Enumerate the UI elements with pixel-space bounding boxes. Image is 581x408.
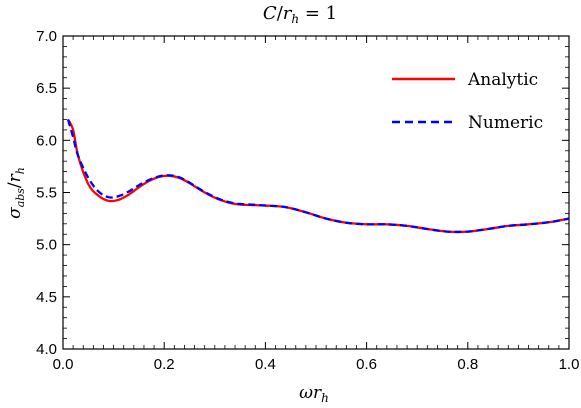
x-tick-label: 0.8 [457, 356, 478, 373]
ylabel-abs: abs [14, 188, 27, 208]
x-tick-label: 0.0 [53, 356, 74, 373]
y-tick-labels: 4.0 4.5 5.0 5.5 6.0 6.5 7.0 [36, 28, 57, 358]
x-tick-labels: 0.0 0.2 0.4 0.6 0.8 1.0 [53, 356, 580, 373]
title-slash: / [277, 3, 284, 24]
chart-title: C/rh = 1 [263, 3, 337, 26]
legend-label-analytic: Analytic [467, 70, 538, 90]
title-c: C [263, 3, 277, 24]
legend: Analytic Numeric [392, 70, 543, 133]
x-tick-label: 1.0 [559, 356, 580, 373]
y-tick-label: 5.5 [36, 185, 57, 202]
ylabel-h: h [14, 167, 27, 174]
title-eq: = 1 [299, 3, 337, 24]
xlabel-omega: ωr [299, 383, 322, 403]
ylabel-r: r [5, 173, 25, 182]
y-tick-label: 6.5 [36, 80, 57, 97]
title-h: h [291, 12, 299, 26]
x-axis-label: ωrh [299, 383, 329, 405]
legend-label-numeric: Numeric [468, 113, 543, 133]
series-lines [66, 118, 570, 234]
y-tick-label: 7.0 [36, 28, 57, 45]
y-tick-label: 6.0 [36, 132, 57, 149]
y-tick-label: 4.0 [36, 341, 57, 358]
x-tick-label: 0.2 [154, 356, 175, 373]
y-tick-label: 4.5 [36, 289, 57, 306]
ylabel-slash: / [5, 182, 25, 188]
y-axis-label: σabs/rh [5, 167, 27, 219]
series-line-numeric [66, 119, 570, 234]
title-r: r [283, 3, 293, 24]
axis-ticks [62, 35, 570, 350]
x-tick-label: 0.4 [255, 356, 276, 373]
x-tick-label: 0.6 [356, 356, 377, 373]
series-line-analytic [67, 118, 570, 234]
xlabel-h: h [321, 391, 329, 405]
ylabel-sigma: σ [5, 207, 25, 219]
y-tick-label: 5.0 [36, 237, 57, 254]
